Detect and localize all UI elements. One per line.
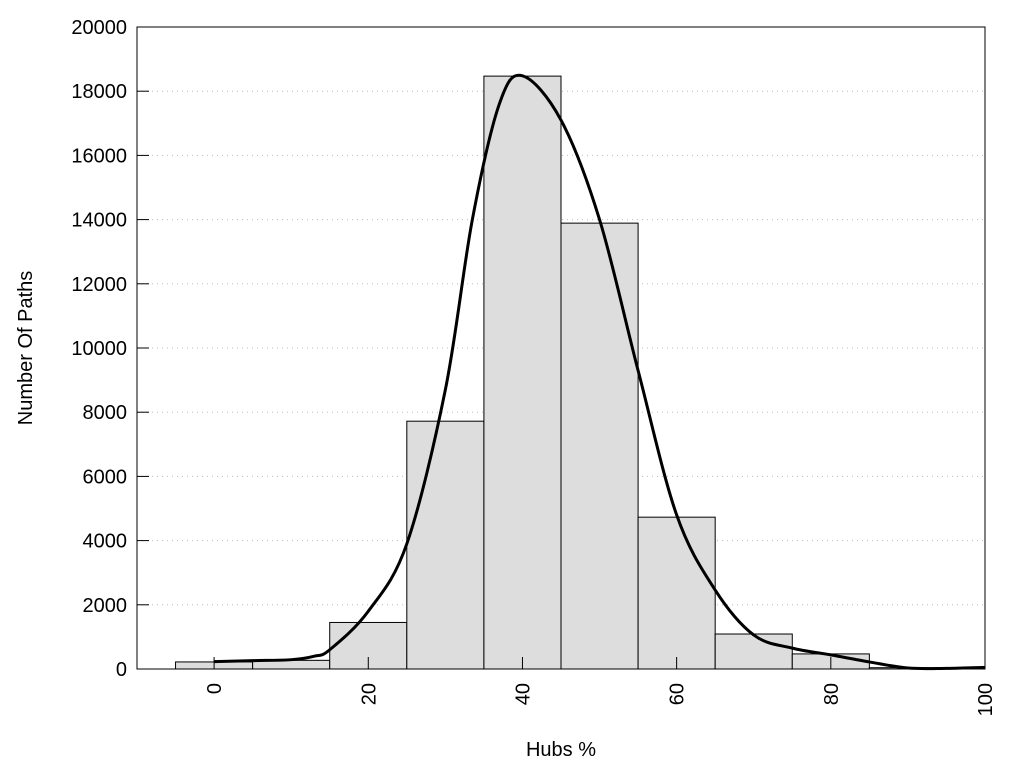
y-tick-label: 18000 (71, 81, 127, 103)
x-tick-label: 0 (204, 683, 226, 694)
x-tick-label: 80 (821, 683, 843, 705)
histogram-bar (406, 420, 485, 670)
y-tick-label: 2000 (83, 595, 128, 617)
histogram-bar (483, 75, 562, 670)
y-tick-label: 12000 (71, 274, 127, 296)
y-axis-label: Number Of Paths (15, 271, 37, 426)
density-curve (214, 73, 986, 671)
y-tick-label: 4000 (83, 531, 128, 553)
y-tick-label: 8000 (83, 402, 128, 424)
y-tick-label: 16000 (71, 145, 127, 167)
x-axis-label: Hubs % (526, 739, 596, 761)
y-tick-label: 14000 (71, 210, 127, 232)
y-tick-label: 6000 (83, 466, 128, 488)
histogram-bar (560, 222, 639, 670)
x-tick-label: 60 (667, 683, 689, 705)
y-tick-label: 20000 (71, 17, 127, 39)
y-tick-label: 10000 (71, 338, 127, 360)
x-tick-label: 40 (512, 683, 534, 705)
histogram-bar (714, 633, 793, 670)
y-tick-label: 0 (116, 659, 127, 681)
x-tick-label: 100 (975, 683, 997, 716)
histogram-bar (637, 516, 716, 670)
x-tick-label: 20 (358, 683, 380, 705)
